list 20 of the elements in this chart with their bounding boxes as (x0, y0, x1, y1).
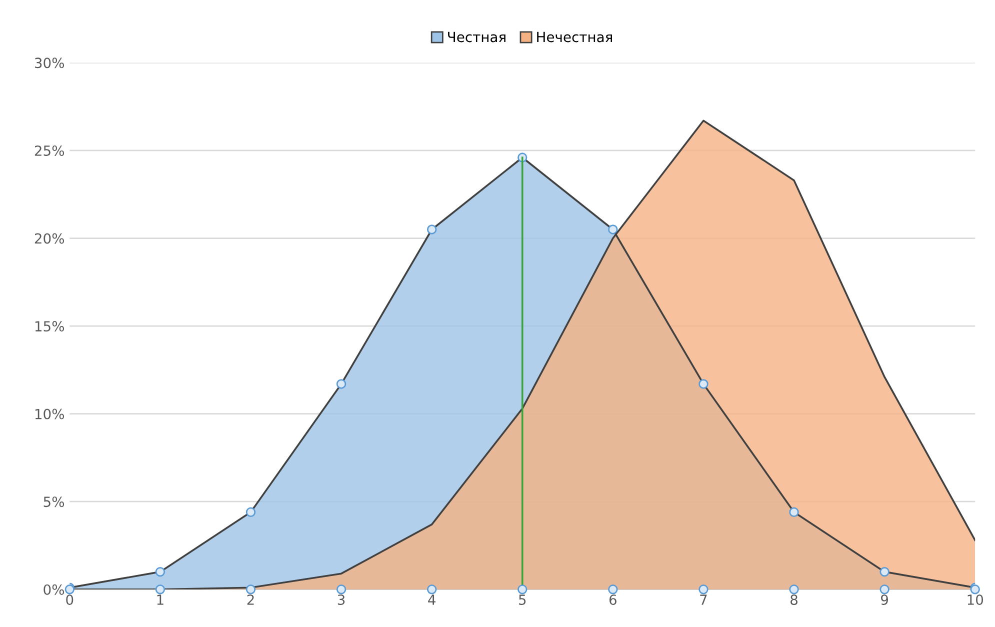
x-tick-label: 1 (157, 594, 164, 605)
y-tick-label: 20% (34, 233, 64, 244)
y-tick-label: 10% (35, 408, 64, 420)
y-tick-label: 5% (44, 496, 64, 508)
x-tick-label: 2 (247, 594, 254, 605)
x-tick-label: 4 (428, 594, 436, 605)
x-tick-label: 6 (609, 594, 616, 605)
x-tick-label: 7 (700, 594, 707, 605)
x-tick-label: 10 (968, 594, 984, 605)
y-tick-label: 25% (34, 145, 64, 156)
x-tick-label: 9 (881, 594, 888, 605)
x-tick-label: 0 (66, 594, 74, 605)
legend-label: Нечестная (537, 32, 612, 42)
y-tick-label: 0% (44, 584, 64, 595)
legend-label: Честная (448, 32, 506, 42)
x-tick-label: 5 (519, 594, 526, 605)
x-tick-label: 3 (338, 594, 345, 605)
y-tick-label: 30% (34, 58, 64, 68)
x-tick-label: 8 (790, 594, 798, 605)
y-tick-label: 15% (35, 321, 64, 332)
